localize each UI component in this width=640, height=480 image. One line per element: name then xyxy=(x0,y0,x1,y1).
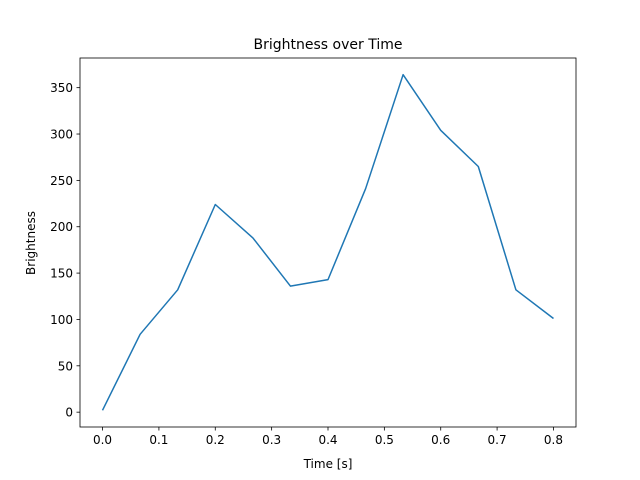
x-tick-label: 0.0 xyxy=(93,433,112,447)
x-tick-label: 0.8 xyxy=(544,433,563,447)
x-axis-label: Time [s] xyxy=(303,457,353,471)
series-line-brightness xyxy=(101,73,554,411)
y-tick-label: 0 xyxy=(65,406,73,420)
y-axis-label: Brightness xyxy=(24,211,38,275)
y-tick-label: 150 xyxy=(50,267,73,281)
y-tick-label: 250 xyxy=(50,174,73,188)
x-tick-label: 0.4 xyxy=(318,433,337,447)
x-axis: 0.0 0.1 0.2 0.3 0.4 0.5 0.6 0.7 0.8 xyxy=(93,427,563,447)
x-tick-label: 0.5 xyxy=(375,433,394,447)
y-tick-label: 350 xyxy=(50,81,73,95)
y-tick-label: 200 xyxy=(50,220,73,234)
y-tick-label: 100 xyxy=(50,313,73,327)
y-axis: 0 50 100 150 200 250 300 350 xyxy=(50,81,80,420)
y-tick-label: 50 xyxy=(58,359,73,373)
chart-title: Brightness over Time xyxy=(254,37,403,53)
plot-frame xyxy=(79,57,577,428)
x-tick-label: 0.2 xyxy=(206,433,225,447)
x-tick-label: 0.1 xyxy=(149,433,168,447)
plot-lines xyxy=(101,73,554,411)
y-tick-label: 300 xyxy=(50,128,73,142)
x-tick-label: 0.7 xyxy=(488,433,507,447)
x-tick-label: 0.3 xyxy=(262,433,281,447)
x-tick-label: 0.6 xyxy=(431,433,450,447)
